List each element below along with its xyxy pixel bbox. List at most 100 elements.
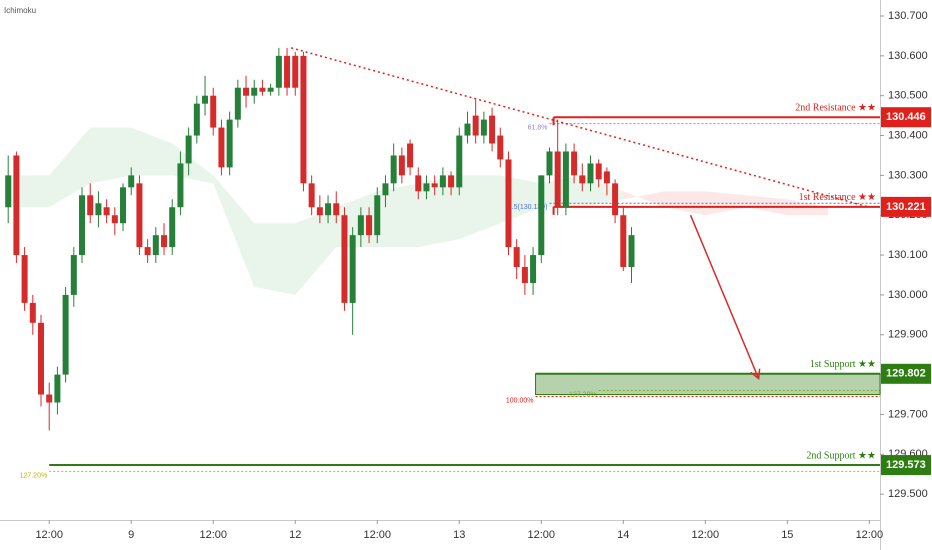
candle-body bbox=[136, 183, 143, 248]
candle-body bbox=[464, 123, 471, 136]
ichimoku-cloud bbox=[295, 207, 337, 295]
y-tick-label: 130.300 bbox=[888, 169, 928, 181]
fib-label: 61.8% bbox=[528, 124, 548, 131]
candle-body bbox=[357, 215, 364, 236]
y-tick-label: 129.700 bbox=[888, 408, 928, 420]
price-tag bbox=[881, 196, 931, 217]
price-tag bbox=[881, 107, 931, 128]
candle-body bbox=[275, 55, 282, 88]
ichimoku-cloud bbox=[418, 175, 460, 248]
arrow bbox=[689, 214, 760, 379]
candle-body bbox=[243, 87, 250, 96]
candle-body bbox=[415, 175, 422, 192]
candle-body bbox=[571, 151, 578, 176]
candle-body bbox=[234, 87, 241, 120]
candle-body bbox=[620, 215, 627, 268]
ichimoku-cloud bbox=[131, 127, 173, 176]
candle-body bbox=[152, 235, 159, 256]
candle-body bbox=[62, 294, 69, 375]
candle-body bbox=[407, 143, 414, 168]
candle-body bbox=[292, 55, 299, 88]
candle-body bbox=[95, 203, 102, 216]
candle-body bbox=[38, 322, 45, 395]
fib-label: 100.00% bbox=[506, 397, 534, 404]
support-zone bbox=[535, 373, 881, 396]
candle-body bbox=[505, 159, 512, 248]
candle-body bbox=[267, 87, 274, 92]
candle-body bbox=[70, 255, 77, 295]
price-tag-label: 130.446 bbox=[886, 111, 926, 123]
candle-body bbox=[431, 183, 438, 188]
candle-body bbox=[521, 267, 528, 283]
x-tick-label: 13 bbox=[453, 529, 465, 541]
candle-body bbox=[169, 207, 176, 248]
candle-body bbox=[185, 135, 192, 164]
candle-body bbox=[612, 183, 619, 216]
candle-body bbox=[513, 247, 520, 268]
candle-body bbox=[161, 235, 168, 248]
candle-body bbox=[448, 175, 455, 188]
x-tick-label: 12 bbox=[289, 529, 301, 541]
candle-body bbox=[366, 215, 373, 236]
y-tick-label: 130.700 bbox=[888, 10, 928, 22]
candle-body bbox=[177, 163, 184, 208]
candle-body bbox=[21, 255, 28, 303]
y-tick-label: 130.500 bbox=[888, 90, 928, 102]
x-tick-label: 15 bbox=[781, 529, 793, 541]
candle-body bbox=[480, 119, 487, 136]
candle-body bbox=[472, 115, 479, 136]
indicator-label: Ichimoku bbox=[4, 6, 36, 15]
x-tick-label: 14 bbox=[617, 529, 629, 541]
y-tick-label: 130.400 bbox=[888, 129, 928, 141]
y-tick-label: 129.900 bbox=[888, 329, 928, 341]
candle-body bbox=[497, 135, 504, 160]
candle-body bbox=[46, 394, 53, 403]
ichimoku-cloud bbox=[49, 127, 91, 208]
x-tick-label: 12:00 bbox=[528, 529, 556, 541]
ichimoku-cloud bbox=[664, 191, 706, 216]
candle-body bbox=[226, 119, 233, 168]
candle-body bbox=[341, 215, 348, 303]
fib-label: 0.5(130.139) bbox=[508, 204, 548, 211]
x-tick-label: 12:00 bbox=[35, 529, 63, 541]
arrow-head bbox=[750, 368, 761, 381]
candle-body bbox=[325, 203, 332, 216]
candle-body bbox=[300, 55, 307, 184]
price-tag bbox=[881, 455, 931, 476]
candle-body bbox=[144, 247, 151, 256]
price-tag bbox=[881, 363, 931, 384]
candle-body bbox=[79, 195, 86, 256]
candle-body bbox=[193, 103, 200, 136]
x-tick-label: 12:00 bbox=[199, 529, 227, 541]
candle-body bbox=[628, 235, 635, 268]
candle-body bbox=[349, 235, 356, 303]
candle-body bbox=[374, 195, 381, 236]
candle-body bbox=[316, 207, 323, 216]
candle-body bbox=[308, 183, 315, 208]
ichimoku-cloud bbox=[623, 191, 665, 208]
x-tick-label: 12:00 bbox=[692, 529, 720, 541]
candle-body bbox=[546, 151, 553, 176]
candle-body bbox=[398, 155, 405, 176]
y-tick-label: 129.500 bbox=[888, 488, 928, 500]
candle-body bbox=[210, 95, 217, 128]
ichimoku-cloud bbox=[377, 183, 419, 248]
candle-body bbox=[259, 87, 266, 92]
candle-body bbox=[13, 155, 20, 256]
candle-body bbox=[587, 163, 594, 184]
candle-body bbox=[202, 95, 209, 104]
candle-body bbox=[489, 115, 496, 144]
candle-body bbox=[120, 187, 127, 224]
candle-body bbox=[29, 302, 36, 323]
level-label: 2nd Support ★★ bbox=[806, 450, 876, 461]
fib-label: 127.20% bbox=[20, 472, 48, 479]
ichimoku-cloud bbox=[90, 127, 132, 184]
ichimoku-cloud bbox=[541, 175, 583, 208]
candle-body bbox=[333, 203, 340, 216]
price-tag-label: 130.221 bbox=[886, 201, 926, 213]
y-tick-label: 130.000 bbox=[888, 289, 928, 301]
candle-body bbox=[538, 175, 545, 256]
candle-body bbox=[390, 155, 397, 184]
x-tick-label: 9 bbox=[128, 529, 134, 541]
